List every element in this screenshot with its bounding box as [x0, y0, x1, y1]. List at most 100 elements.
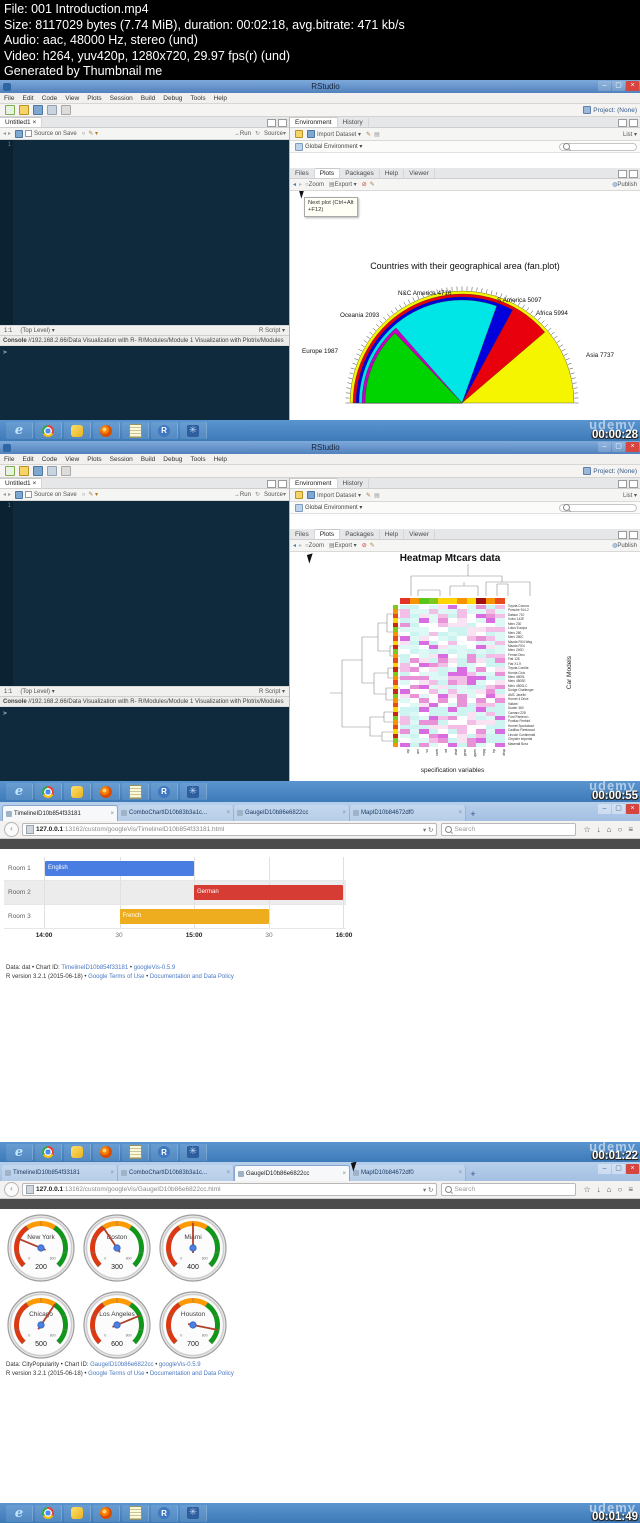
menu-file[interactable]: File	[4, 94, 15, 102]
load-workspace-icon[interactable]	[295, 491, 303, 499]
tab-packages[interactable]: Packages	[340, 169, 380, 178]
back-icon[interactable]: ◂	[3, 492, 7, 498]
taskbar-chrome-icon[interactable]	[35, 1143, 62, 1161]
menu-view[interactable]: View	[65, 455, 80, 463]
menu-code[interactable]: Code	[41, 455, 58, 463]
sync-icon[interactable]: ○	[617, 825, 623, 834]
project-menu[interactable]: Project: (None)	[581, 467, 637, 475]
tab-close-icon[interactable]: ×	[32, 119, 37, 126]
project-menu[interactable]: Project: (None)	[581, 106, 637, 114]
export-button[interactable]: Export ▾	[334, 182, 357, 188]
chart-id-link[interactable]: GaugeID10b86e6822cc	[90, 1362, 154, 1368]
menu-help[interactable]: Help	[213, 94, 227, 102]
code-tools-icon[interactable]: ✎ ▾	[88, 492, 99, 498]
tab-close-icon[interactable]: ×	[110, 810, 114, 817]
tab-help[interactable]: Help	[380, 169, 405, 178]
menu-edit[interactable]: Edit	[22, 94, 34, 102]
pane-maximize-icon[interactable]	[267, 480, 276, 488]
publish-button[interactable]: Publish	[617, 542, 637, 549]
save-icon[interactable]	[15, 129, 24, 138]
environment-search-input[interactable]	[559, 142, 637, 151]
save-icon[interactable]	[15, 490, 24, 499]
googlevis-link[interactable]: googleVis-0.5.9	[158, 1362, 201, 1368]
clear-plots-icon[interactable]: ✎	[369, 543, 375, 549]
source-button[interactable]: Source	[263, 491, 283, 498]
new-tab-button[interactable]: +	[470, 809, 476, 819]
menu-debug[interactable]: Debug	[163, 455, 183, 463]
menu-plots[interactable]: Plots	[87, 94, 102, 102]
tab-environment[interactable]: Environment	[290, 478, 338, 488]
pane-maximize-icon[interactable]	[267, 119, 276, 127]
code-tools-icon[interactable]: ✎ ▾	[88, 131, 99, 137]
new-file-icon[interactable]	[5, 105, 15, 115]
tab-environment[interactable]: Environment	[290, 117, 338, 127]
tab-history[interactable]: History	[338, 118, 369, 127]
browser-tab-timeline[interactable]: TimelineID10b854f33181 ×	[2, 805, 118, 821]
remove-plot-icon[interactable]: ⊘	[361, 182, 367, 188]
taskbar-notepad-icon[interactable]	[122, 421, 149, 440]
tab-help[interactable]: Help	[380, 530, 405, 539]
terms-link[interactable]: Google Terms of Use	[88, 974, 145, 980]
source-menu-icon[interactable]: ▾	[282, 131, 286, 137]
browser-tab-combochart[interactable]: ComboChartID10b83b3a1c... ×	[118, 1165, 234, 1181]
tab-close-icon[interactable]: ×	[110, 1170, 114, 1176]
minimize-button[interactable]: –	[598, 1164, 611, 1174]
tab-plots[interactable]: Plots	[314, 529, 341, 539]
menu-plots[interactable]: Plots	[87, 455, 102, 463]
open-file-icon[interactable]	[19, 466, 29, 476]
taskbar-rstudio-icon[interactable]: ✳	[180, 782, 207, 801]
grid-view-icon[interactable]: ▤	[374, 131, 380, 138]
tab-plots[interactable]: Plots	[314, 168, 341, 178]
timeline-bar-english[interactable]: English	[45, 861, 194, 876]
taskbar-notepad-icon[interactable]	[122, 1504, 149, 1522]
browser-tab-map[interactable]: MapID10b84672df0 ×	[350, 1165, 466, 1181]
tab-files[interactable]: Files	[290, 530, 315, 539]
tab-close-icon[interactable]: ×	[342, 810, 346, 816]
back-button[interactable]: ‹	[4, 1182, 19, 1197]
close-button[interactable]: ×	[626, 81, 639, 91]
clear-objects-icon[interactable]: ✎	[366, 492, 372, 499]
open-file-icon[interactable]	[19, 105, 29, 115]
back-button[interactable]: ‹	[4, 822, 19, 837]
tab-close-icon[interactable]: ×	[458, 810, 462, 816]
taskbar-messenger-icon[interactable]	[64, 1504, 91, 1522]
next-plot-icon[interactable]: ▸	[299, 543, 303, 549]
pane-minimize-icon[interactable]	[618, 480, 627, 488]
tab-viewer[interactable]: Viewer	[404, 169, 435, 178]
taskbar-messenger-icon[interactable]	[64, 782, 91, 801]
pane-minimize-icon[interactable]	[618, 531, 627, 539]
save-workspace-icon[interactable]	[307, 491, 315, 499]
r-console[interactable]: >	[0, 707, 289, 781]
menu-icon[interactable]: ≡	[628, 1185, 633, 1194]
tab-viewer[interactable]: Viewer	[404, 530, 435, 539]
export-button[interactable]: Export ▾	[334, 543, 357, 549]
save-all-icon[interactable]	[47, 105, 57, 115]
chart-id-link[interactable]: TimelineID10b854f33181	[61, 965, 129, 971]
tab-files[interactable]: Files	[290, 169, 315, 178]
run-button[interactable]: Run	[239, 491, 251, 498]
scope-indicator[interactable]: (Top Level) ▾	[20, 689, 55, 695]
taskbar-chrome-icon[interactable]	[35, 782, 62, 801]
home-icon[interactable]: ⌂	[606, 825, 612, 834]
list-view-button[interactable]: List ▾	[622, 131, 637, 138]
tab-close-icon[interactable]: ×	[458, 1170, 462, 1176]
source-menu-icon[interactable]: ▾	[282, 492, 286, 498]
downloads-icon[interactable]: ↓	[596, 825, 601, 834]
search-input[interactable]: Search	[441, 1183, 577, 1196]
menu-session[interactable]: Session	[109, 455, 133, 463]
taskbar-firefox-icon[interactable]	[93, 421, 120, 440]
pane-maximize-icon[interactable]	[629, 480, 638, 488]
load-workspace-icon[interactable]	[295, 130, 303, 138]
import-dataset-button[interactable]: Import Dataset ▾	[317, 131, 362, 138]
rerun-icon[interactable]: ↻	[254, 492, 260, 498]
sync-icon[interactable]: ○	[617, 1185, 623, 1194]
environment-scope-select[interactable]: Global Environment ▾	[305, 144, 363, 150]
restore-button[interactable]: ▢	[612, 442, 625, 452]
reload-icon[interactable]: ↻	[428, 1186, 434, 1194]
taskbar-internet-explorer-icon[interactable]: e	[6, 421, 33, 440]
pane-maximize-icon[interactable]	[629, 170, 638, 178]
menu-code[interactable]: Code	[41, 94, 58, 102]
tab-close-icon[interactable]: ×	[226, 810, 230, 816]
downloads-icon[interactable]: ↓	[596, 1185, 601, 1194]
taskbar-messenger-icon[interactable]	[64, 1143, 91, 1161]
